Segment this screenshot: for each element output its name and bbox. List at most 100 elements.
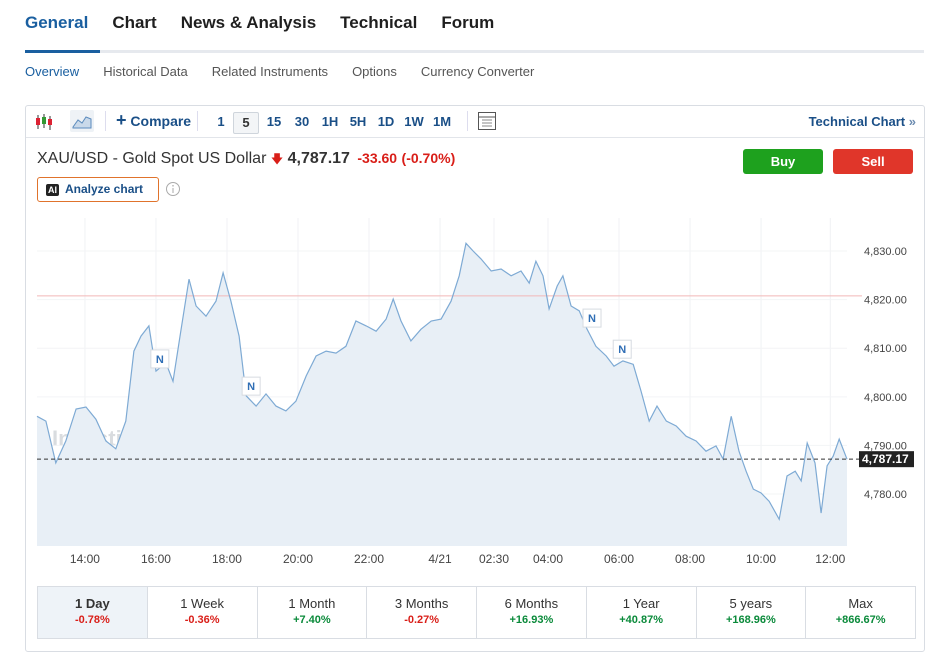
- period-cell[interactable]: 1 Year +40.87%: [587, 587, 697, 638]
- x-tick-label: 16:00: [141, 552, 171, 566]
- ai-badge: AI: [46, 184, 59, 196]
- sub-tab[interactable]: Related Instruments: [211, 64, 329, 79]
- news-marker[interactable]: [241, 376, 261, 396]
- period-cell[interactable]: 3 Months -0.27%: [367, 587, 477, 638]
- tab[interactable]: Technical: [340, 13, 418, 32]
- news-marker-label: N: [156, 354, 164, 366]
- period-label: 6 Months: [504, 596, 559, 611]
- period-change: +168.96%: [725, 614, 776, 626]
- toolbar: + Compare Technical Chart » 1 5 15 30 1H 5H 1D…: [26, 106, 924, 138]
- down-arrow: 🡇: [270, 152, 284, 166]
- x-tick-label: 12:00: [815, 552, 845, 566]
- period-cell[interactable]: 5 years +168.96%: [697, 587, 807, 638]
- x-tick-label: 20:00: [283, 552, 313, 566]
- period-cell[interactable]: Max +866.67%: [806, 587, 915, 638]
- sub-tab[interactable]: Options: [352, 64, 397, 79]
- y-tick-label: 4,810.00: [864, 343, 907, 355]
- interval-button[interactable]: 1M: [432, 114, 452, 129]
- x-tick-label: 04:00: [533, 552, 563, 566]
- tab[interactable]: Chart: [112, 13, 157, 32]
- y-tick-label: 4,830.00: [864, 246, 907, 258]
- technical-chart-link[interactable]: Technical Chart »: [808, 114, 916, 129]
- instrument-name: XAU/USD - Gold Spot US Dollar: [37, 150, 267, 167]
- x-tick-label: 4/21: [428, 552, 452, 566]
- tab[interactable]: News & Analysis: [180, 13, 317, 32]
- x-tick-label: 10:00: [746, 552, 776, 566]
- tab[interactable]: Forum: [441, 13, 495, 32]
- buy-button[interactable]: Buy: [743, 149, 823, 174]
- interval-button[interactable]: 30: [294, 114, 310, 129]
- interval-button[interactable]: 5H: [349, 114, 367, 129]
- period-change: -0.36%: [184, 614, 220, 626]
- interval-button[interactable]: 15: [266, 114, 282, 129]
- period-cell[interactable]: 6 Months +16.93%: [477, 587, 587, 638]
- period-label: 3 Months: [394, 596, 449, 611]
- separator: [467, 111, 468, 131]
- interval-button[interactable]: 1: [217, 114, 225, 129]
- news-marker-label: N: [588, 313, 596, 325]
- layout-icon[interactable]: [477, 111, 497, 131]
- y-tick-label: 4,780.00: [864, 489, 907, 501]
- change: -33.60: [357, 150, 398, 166]
- period-change: +40.87%: [619, 614, 663, 626]
- sub-tab[interactable]: Historical Data: [103, 64, 188, 79]
- sub-tabs: Overview Historical Data Related Instrumen…: [25, 64, 534, 79]
- compare-button[interactable]: + Compare: [116, 110, 192, 130]
- last-price-box: [859, 451, 914, 468]
- period-change: +866.67%: [835, 614, 886, 626]
- technical-chart-label: Technical Chart: [808, 114, 906, 129]
- period-label: 1 Week: [180, 596, 225, 611]
- y-tick-label: 4,790.00: [864, 440, 907, 452]
- period-label: 5 years: [729, 596, 773, 611]
- analyze-chart-button[interactable]: AI Analyze chart: [37, 177, 159, 202]
- period-cell[interactable]: 1 Week -0.36%: [148, 587, 258, 638]
- sub-tab[interactable]: Currency Converter: [420, 64, 535, 79]
- price-area: [37, 243, 847, 547]
- change-percent: (-0.70%): [401, 150, 456, 166]
- period-performance: 1 Day -0.78% 1 Week -0.36% 1 Month +7.40% 3 Mo…: [37, 586, 916, 639]
- news-marker-label: N: [247, 381, 255, 393]
- news-marker[interactable]: [150, 349, 170, 369]
- period-label: 1 Day: [75, 596, 110, 611]
- news-marker-label: N: [618, 344, 626, 356]
- price-line: [36, 242, 848, 522]
- period-change: +7.40%: [293, 614, 331, 626]
- analyze-label: Analyze chart: [65, 182, 144, 196]
- period-change: -0.78%: [74, 614, 110, 626]
- period-label: 1 Year: [622, 596, 660, 611]
- x-tick-label: 02:30: [479, 552, 509, 566]
- interval-button[interactable]: 1H: [321, 114, 339, 129]
- period-change: +16.93%: [509, 614, 554, 626]
- x-tick-label: 18:00: [212, 552, 242, 566]
- x-tick-label: 14:00: [70, 552, 100, 566]
- main-tabs: General Chart News & Analysis Technical Foru…: [25, 0, 924, 53]
- sell-button[interactable]: Sell: [833, 149, 913, 174]
- candle-icon[interactable]: [34, 112, 54, 132]
- separator: [105, 111, 106, 131]
- x-tick-label: 08:00: [675, 552, 705, 566]
- period-label: 1 Month: [288, 596, 336, 611]
- area-icon-bg[interactable]: [70, 110, 94, 132]
- price: 4,787.17: [287, 150, 350, 167]
- interval-button[interactable]: 1W: [404, 114, 424, 129]
- price-chart: Investing.com14:0016:0018:0020:0022:004/…: [36, 218, 914, 566]
- x-tick-label: 06:00: [604, 552, 634, 566]
- news-marker[interactable]: [612, 339, 632, 359]
- last-price-label: 4,787.17: [862, 452, 909, 466]
- news-marker[interactable]: [582, 308, 602, 328]
- quote-line: XAU/USD - Gold Spot US Dollar 🡇 4,787.17…: [37, 150, 455, 171]
- sub-tab[interactable]: Overview: [25, 64, 80, 79]
- period-label: Max: [848, 596, 873, 611]
- interval-button[interactable]: 5: [233, 112, 259, 134]
- period-cell[interactable]: 1 Day -0.78%: [38, 587, 148, 638]
- info-icon[interactable]: [165, 181, 181, 197]
- period-change: -0.27%: [404, 614, 440, 626]
- y-tick-label: 4,820.00: [864, 295, 907, 307]
- separator: [197, 111, 198, 131]
- y-tick-label: 4,800.00: [864, 392, 907, 404]
- tab[interactable]: General: [25, 0, 101, 53]
- x-tick-label: 22:00: [354, 552, 384, 566]
- interval-button[interactable]: 1D: [377, 114, 395, 129]
- period-cell[interactable]: 1 Month +7.40%: [258, 587, 368, 638]
